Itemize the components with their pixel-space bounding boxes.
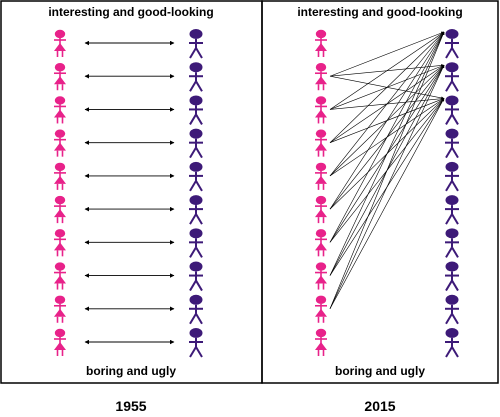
- woman-figure: [315, 29, 327, 57]
- man-figure: [445, 195, 459, 225]
- woman-figure: [54, 63, 66, 91]
- man-figure: [189, 328, 203, 358]
- man-figure: [445, 128, 459, 159]
- woman-figure: [54, 328, 66, 356]
- connection-group: [329, 31, 445, 309]
- man-figure: [445, 95, 459, 125]
- woman-figure: [54, 195, 66, 224]
- bottom-label: boring and ugly: [86, 364, 176, 378]
- connection-arrow: [329, 31, 445, 210]
- woman-figure: [315, 129, 327, 157]
- man-figure: [445, 261, 459, 292]
- woman-figure: [315, 63, 327, 91]
- man-figure: [189, 195, 203, 225]
- figure-group: [54, 29, 203, 358]
- woman-figure: [54, 229, 66, 257]
- man-figure: [189, 261, 203, 292]
- connection-arrow: [329, 31, 445, 77]
- woman-figure: [54, 29, 66, 57]
- man-figure: [189, 62, 203, 92]
- man-figure: [189, 294, 203, 325]
- connection-arrow: [329, 31, 445, 110]
- woman-figure: [54, 96, 66, 124]
- woman-figure: [315, 195, 327, 224]
- connection-arrow: [329, 98, 445, 309]
- woman-figure: [315, 96, 327, 124]
- man-figure: [445, 161, 459, 192]
- figure-group: [315, 29, 459, 358]
- man-figure: [445, 62, 459, 92]
- bottom-label: boring and ugly: [335, 364, 425, 378]
- woman-figure: [315, 262, 327, 290]
- woman-figure: [315, 162, 327, 190]
- caption-year: 1955: [115, 398, 146, 414]
- caption-year: 2015: [364, 398, 395, 414]
- woman-figure: [315, 328, 327, 356]
- woman-figure: [54, 162, 66, 190]
- connection-arrow: [329, 31, 445, 309]
- connection-arrow: [329, 31, 445, 143]
- woman-figure: [315, 295, 327, 323]
- top-label: interesting and good-looking: [297, 5, 462, 19]
- panel-1955: interesting and good-looking boring and …: [0, 0, 263, 414]
- woman-figure: [54, 129, 66, 157]
- connection-arrow: [329, 31, 445, 243]
- connection-group: [84, 40, 175, 345]
- panel-2015: interesting and good-looking boring and …: [261, 0, 499, 414]
- connection-arrow: [329, 31, 445, 177]
- panel-frame: [0, 0, 263, 384]
- man-figure: [445, 328, 459, 358]
- man-figure: [189, 29, 203, 59]
- top-label: interesting and good-looking: [48, 5, 213, 19]
- man-figure: [189, 228, 203, 258]
- man-figure: [445, 29, 459, 59]
- man-figure: [189, 161, 203, 192]
- man-figure: [445, 228, 459, 258]
- panel-frame: [261, 0, 499, 384]
- woman-figure: [54, 262, 66, 290]
- connection-arrow: [329, 31, 445, 276]
- connection-arrow: [329, 64, 445, 309]
- man-figure: [445, 294, 459, 325]
- man-figure: [189, 128, 203, 159]
- woman-figure: [315, 229, 327, 257]
- woman-figure: [54, 295, 66, 323]
- man-figure: [189, 95, 203, 125]
